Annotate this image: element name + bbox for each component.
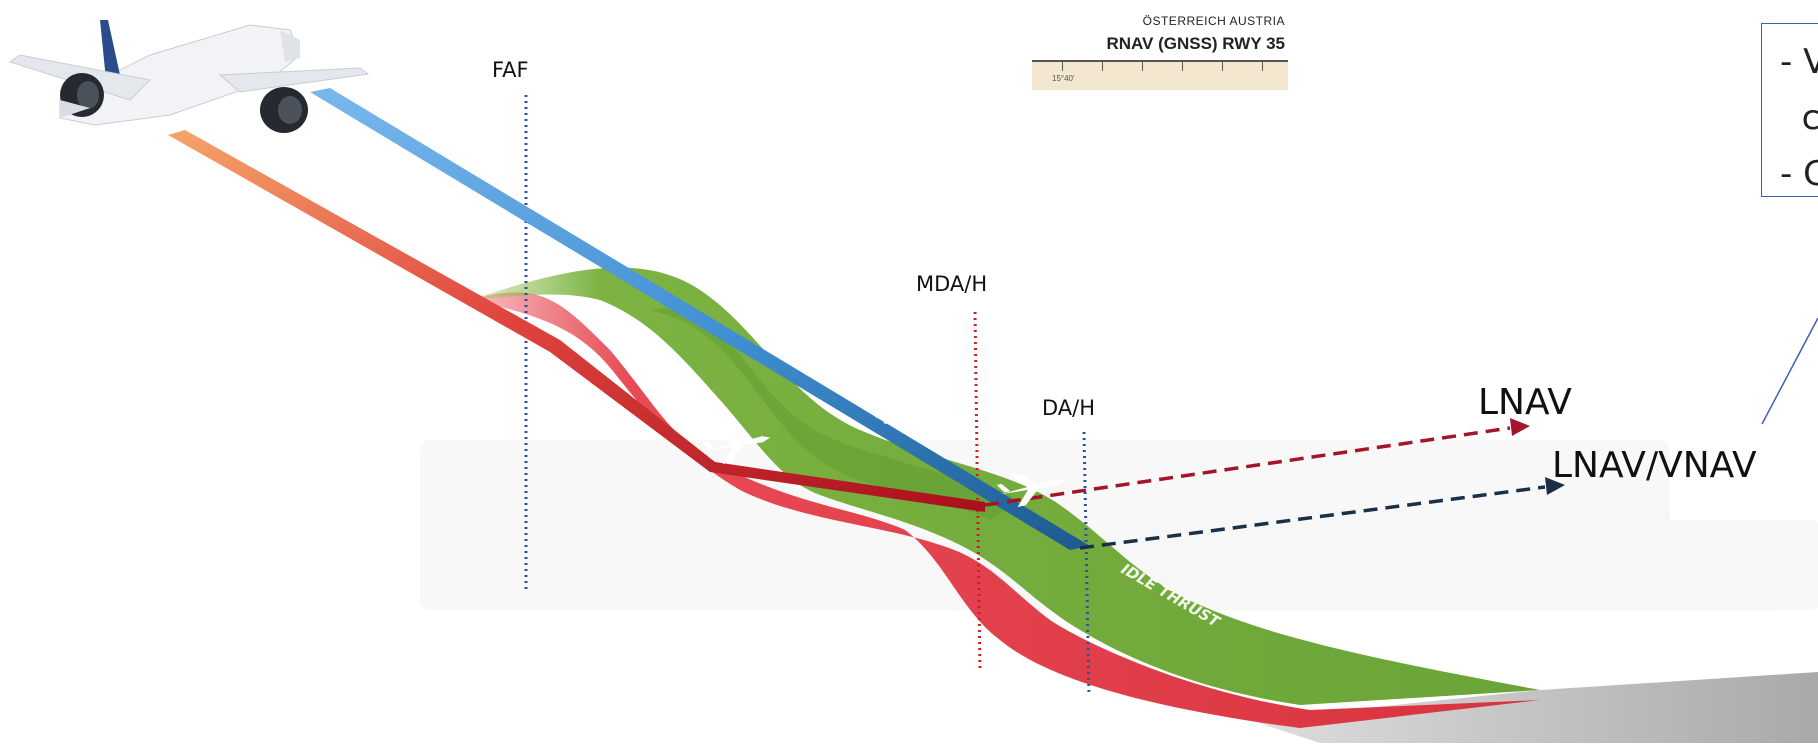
red-terrain-surface (470, 292, 1540, 728)
note-text: - V c - C (1780, 34, 1818, 196)
airliner-icon (8, 20, 370, 133)
scale-tick (1262, 62, 1263, 71)
scale-tick (1182, 62, 1183, 71)
silhouette-plane-icon (701, 429, 771, 464)
chart-scale-label: 15°40' (1052, 74, 1075, 83)
faf-label: FAF (492, 58, 529, 82)
note-line: - C (1780, 154, 1818, 194)
chart-title: RNAV (GNSS) RWY 35 (1106, 34, 1285, 53)
scale-tick (1062, 62, 1063, 71)
mda-label: MDA/H (916, 272, 988, 296)
scale-tick (1222, 62, 1223, 71)
lnav-approach-path (168, 130, 985, 512)
silhouette-plane-icon (996, 472, 1066, 507)
lnav-vnav-go-around-arrow (1079, 485, 1546, 550)
green-terrain-surface (470, 267, 1540, 705)
lnav-label: LNAV (1478, 382, 1572, 423)
lnav-go-around-arrow (984, 426, 1511, 507)
chart-scale-bar: 15°40' (1032, 60, 1288, 90)
chart-country-label: ÖSTERREICH AUSTRIA (1142, 14, 1285, 28)
lnav-vnav-label: LNAV/VNAV (1552, 445, 1757, 486)
lnav-vnav-arrow-head (1545, 477, 1565, 495)
da-label: DA/H (1042, 396, 1096, 420)
note-line: c (1780, 98, 1818, 138)
da-marker-line (1082, 431, 1091, 696)
scale-tick (1142, 62, 1143, 71)
note-box: - V c - C (1761, 23, 1818, 197)
lnav-vnav-approach-path (310, 88, 1090, 550)
note-line: - V (1780, 42, 1818, 82)
scale-tick (1102, 62, 1103, 71)
green-wave-shade (650, 308, 1020, 520)
approach-chart-header: ÖSTERREICH AUSTRIA RNAV (GNSS) RWY 35 15… (1030, 8, 1293, 90)
note-connector-line (1761, 317, 1818, 425)
lnav-arrow-head (1510, 418, 1530, 436)
runway (1250, 672, 1818, 743)
